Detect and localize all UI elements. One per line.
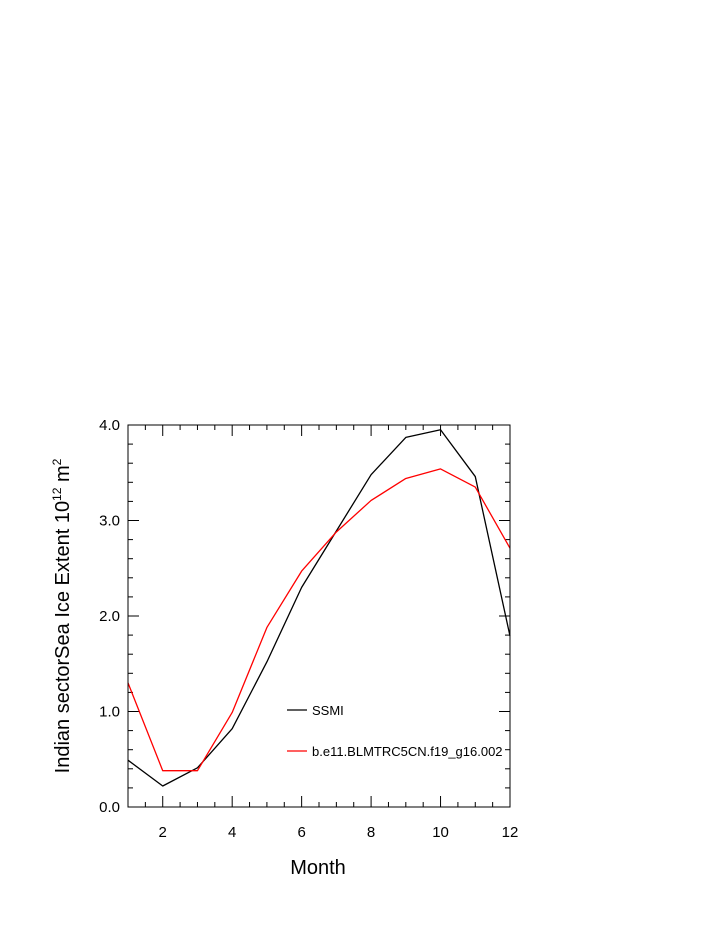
y-tick-labels: 0.0 1.0 2.0 3.0 4.0 xyxy=(99,417,120,816)
series-line-ssmi xyxy=(127,429,511,787)
series-layer xyxy=(127,429,511,787)
plot-frame xyxy=(127,424,511,808)
y-tick-label: 1.0 xyxy=(99,704,120,721)
y-axis-label: Indian sectorSea Ice Extent 1012 m2 xyxy=(50,458,74,773)
x-tick-label: 12 xyxy=(502,824,519,841)
legend: SSMI b.e11.BLMTRC5CN.f19_g16.002 xyxy=(287,703,503,759)
x-tick-label: 10 xyxy=(432,824,449,841)
x-tick-label: 6 xyxy=(297,824,305,841)
x-axis-label: Month xyxy=(290,857,346,879)
x-tick-label: 2 xyxy=(159,824,167,841)
x-tick-labels: 2 4 6 8 10 12 xyxy=(159,824,519,841)
x-tick-label: 4 xyxy=(228,824,236,841)
y-axis-label-unit-exponent: 2 xyxy=(50,458,64,465)
y-axis-label-unit: m xyxy=(52,465,74,487)
x-tick-label: 8 xyxy=(367,824,375,841)
legend-label-model: b.e11.BLMTRC5CN.f19_g16.002 xyxy=(312,744,503,759)
tick-marks-layer xyxy=(127,424,511,808)
y-axis-label-main: Indian sectorSea Ice Extent 10 xyxy=(52,501,74,773)
y-tick-label: 0.0 xyxy=(99,799,120,816)
y-tick-label: 2.0 xyxy=(99,608,120,625)
legend-label-ssmi: SSMI xyxy=(312,703,344,718)
y-tick-label: 4.0 xyxy=(99,417,120,434)
series-line-model xyxy=(127,468,511,772)
y-axis-label-exponent: 12 xyxy=(50,487,64,501)
y-tick-label: 3.0 xyxy=(99,513,120,530)
